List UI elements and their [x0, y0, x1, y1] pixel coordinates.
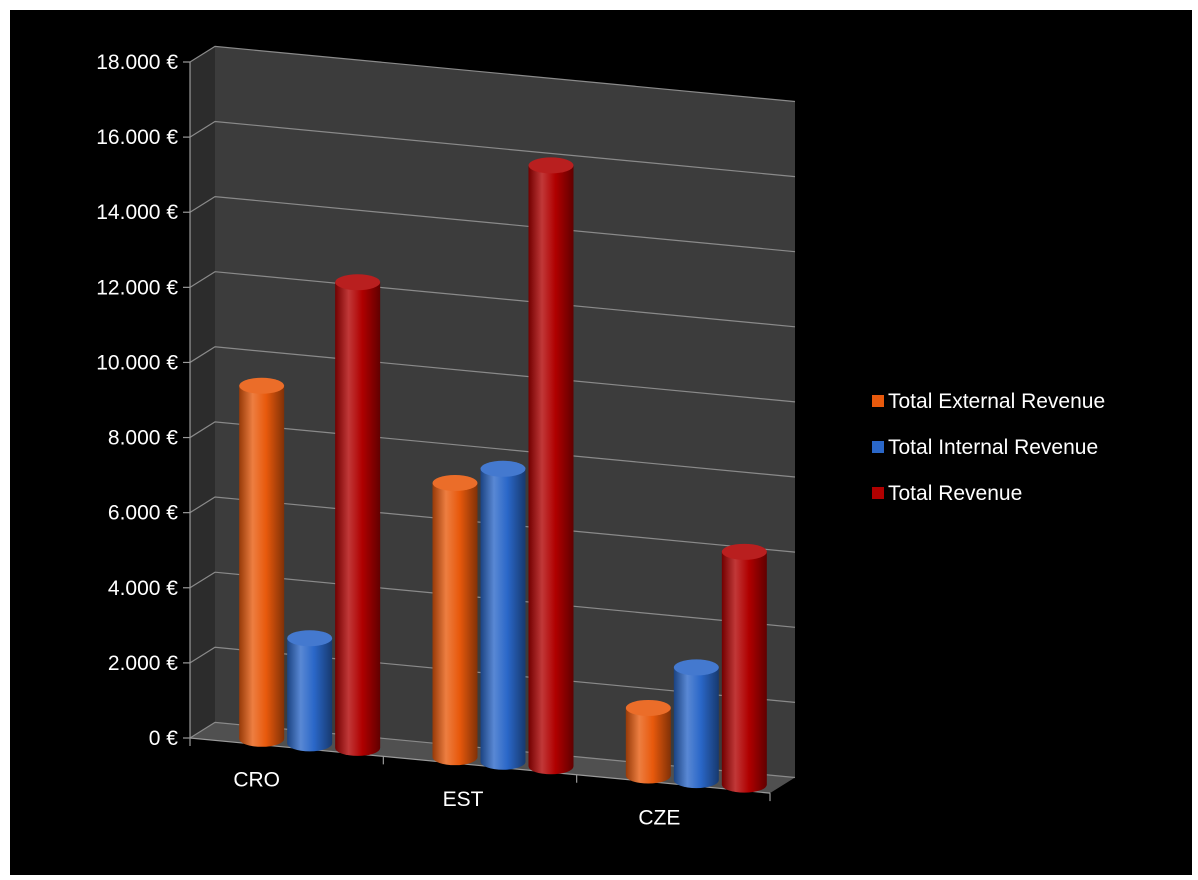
bar-body	[335, 282, 381, 756]
y-tick-label: 10.000 €	[96, 351, 178, 374]
bar-top	[625, 699, 671, 716]
bar-top	[480, 460, 526, 477]
bar-body	[432, 483, 478, 766]
legend-swatch	[872, 395, 884, 407]
bar-body	[528, 165, 574, 775]
y-tick-label: 6.000 €	[108, 502, 178, 525]
bars	[239, 157, 767, 793]
legend-item: Total Revenue	[872, 482, 1022, 505]
x-axis: CRO EST CZE	[189, 737, 771, 830]
gridline	[189, 271, 796, 328]
y-tick-label: 8.000 €	[108, 427, 178, 450]
bar-total-internal-revenue-cro	[287, 630, 333, 752]
x-category-label: EST	[443, 788, 484, 811]
y-axis: 0 € 2.000 € 4.000 € 6.000 € 8.000 € 10.000 € 1…	[96, 51, 191, 750]
bar-top	[528, 157, 574, 174]
side-wall	[190, 46, 215, 738]
bar-body	[625, 707, 671, 784]
y-tick-label: 18.000 €	[96, 51, 178, 74]
bar-top	[432, 475, 478, 492]
y-tick-label: 12.000 €	[96, 276, 178, 299]
bar-chart: 0 € 2.000 € 4.000 € 6.000 € 8.000 € 10.000 € 1…	[96, 45, 1105, 830]
bar-total-internal-revenue-est	[480, 460, 526, 770]
bar-total-revenue-est	[528, 157, 574, 775]
bar-body	[239, 385, 285, 747]
y-tick-label: 4.000 €	[108, 577, 178, 600]
bar-body	[480, 468, 526, 770]
gridline	[189, 646, 796, 703]
bar-body	[721, 551, 767, 793]
bar-top	[239, 377, 285, 394]
legend: Total External Revenue Total Internal Rev…	[872, 390, 1105, 505]
bar-top	[287, 630, 333, 647]
bar-body	[673, 667, 719, 789]
x-category-label: CZE	[638, 807, 680, 830]
bar-top	[673, 659, 719, 676]
legend-swatch	[872, 441, 884, 453]
gridline	[189, 120, 796, 178]
y-tick-label: 16.000 €	[96, 126, 178, 149]
bar-total-revenue-cze	[721, 543, 767, 793]
gridline	[189, 346, 796, 403]
legend-item: Total Internal Revenue	[872, 436, 1098, 459]
bar-total-revenue-cro	[335, 274, 381, 756]
legend-swatch	[872, 487, 884, 499]
bar-top	[335, 274, 381, 291]
gridline	[189, 421, 796, 478]
gridline	[189, 45, 796, 103]
bar-total-external-revenue-est	[432, 475, 478, 766]
bar-total-external-revenue-cze	[625, 699, 671, 784]
gridlines	[189, 45, 796, 779]
y-tick-label: 14.000 €	[96, 201, 178, 224]
gridline	[189, 571, 796, 628]
bar-total-internal-revenue-cze	[673, 659, 719, 789]
legend-label: Total External Revenue	[888, 390, 1105, 413]
legend-label: Total Internal Revenue	[888, 436, 1098, 459]
y-tick-label: 0 €	[149, 727, 179, 750]
gridline	[189, 496, 796, 553]
bar-body	[287, 638, 333, 752]
x-category-label: CRO	[233, 768, 280, 791]
gridline	[189, 721, 796, 779]
legend-item: Total External Revenue	[872, 390, 1105, 413]
y-tick-label: 2.000 €	[108, 652, 178, 675]
legend-label: Total Revenue	[888, 482, 1022, 505]
bar-top	[721, 543, 767, 560]
x-axis-line	[189, 737, 771, 794]
gridline	[189, 195, 796, 253]
chart-area: 0 € 2.000 € 4.000 € 6.000 € 8.000 € 10.000 € 1…	[10, 10, 1192, 875]
bar-total-external-revenue-cro	[239, 377, 285, 747]
